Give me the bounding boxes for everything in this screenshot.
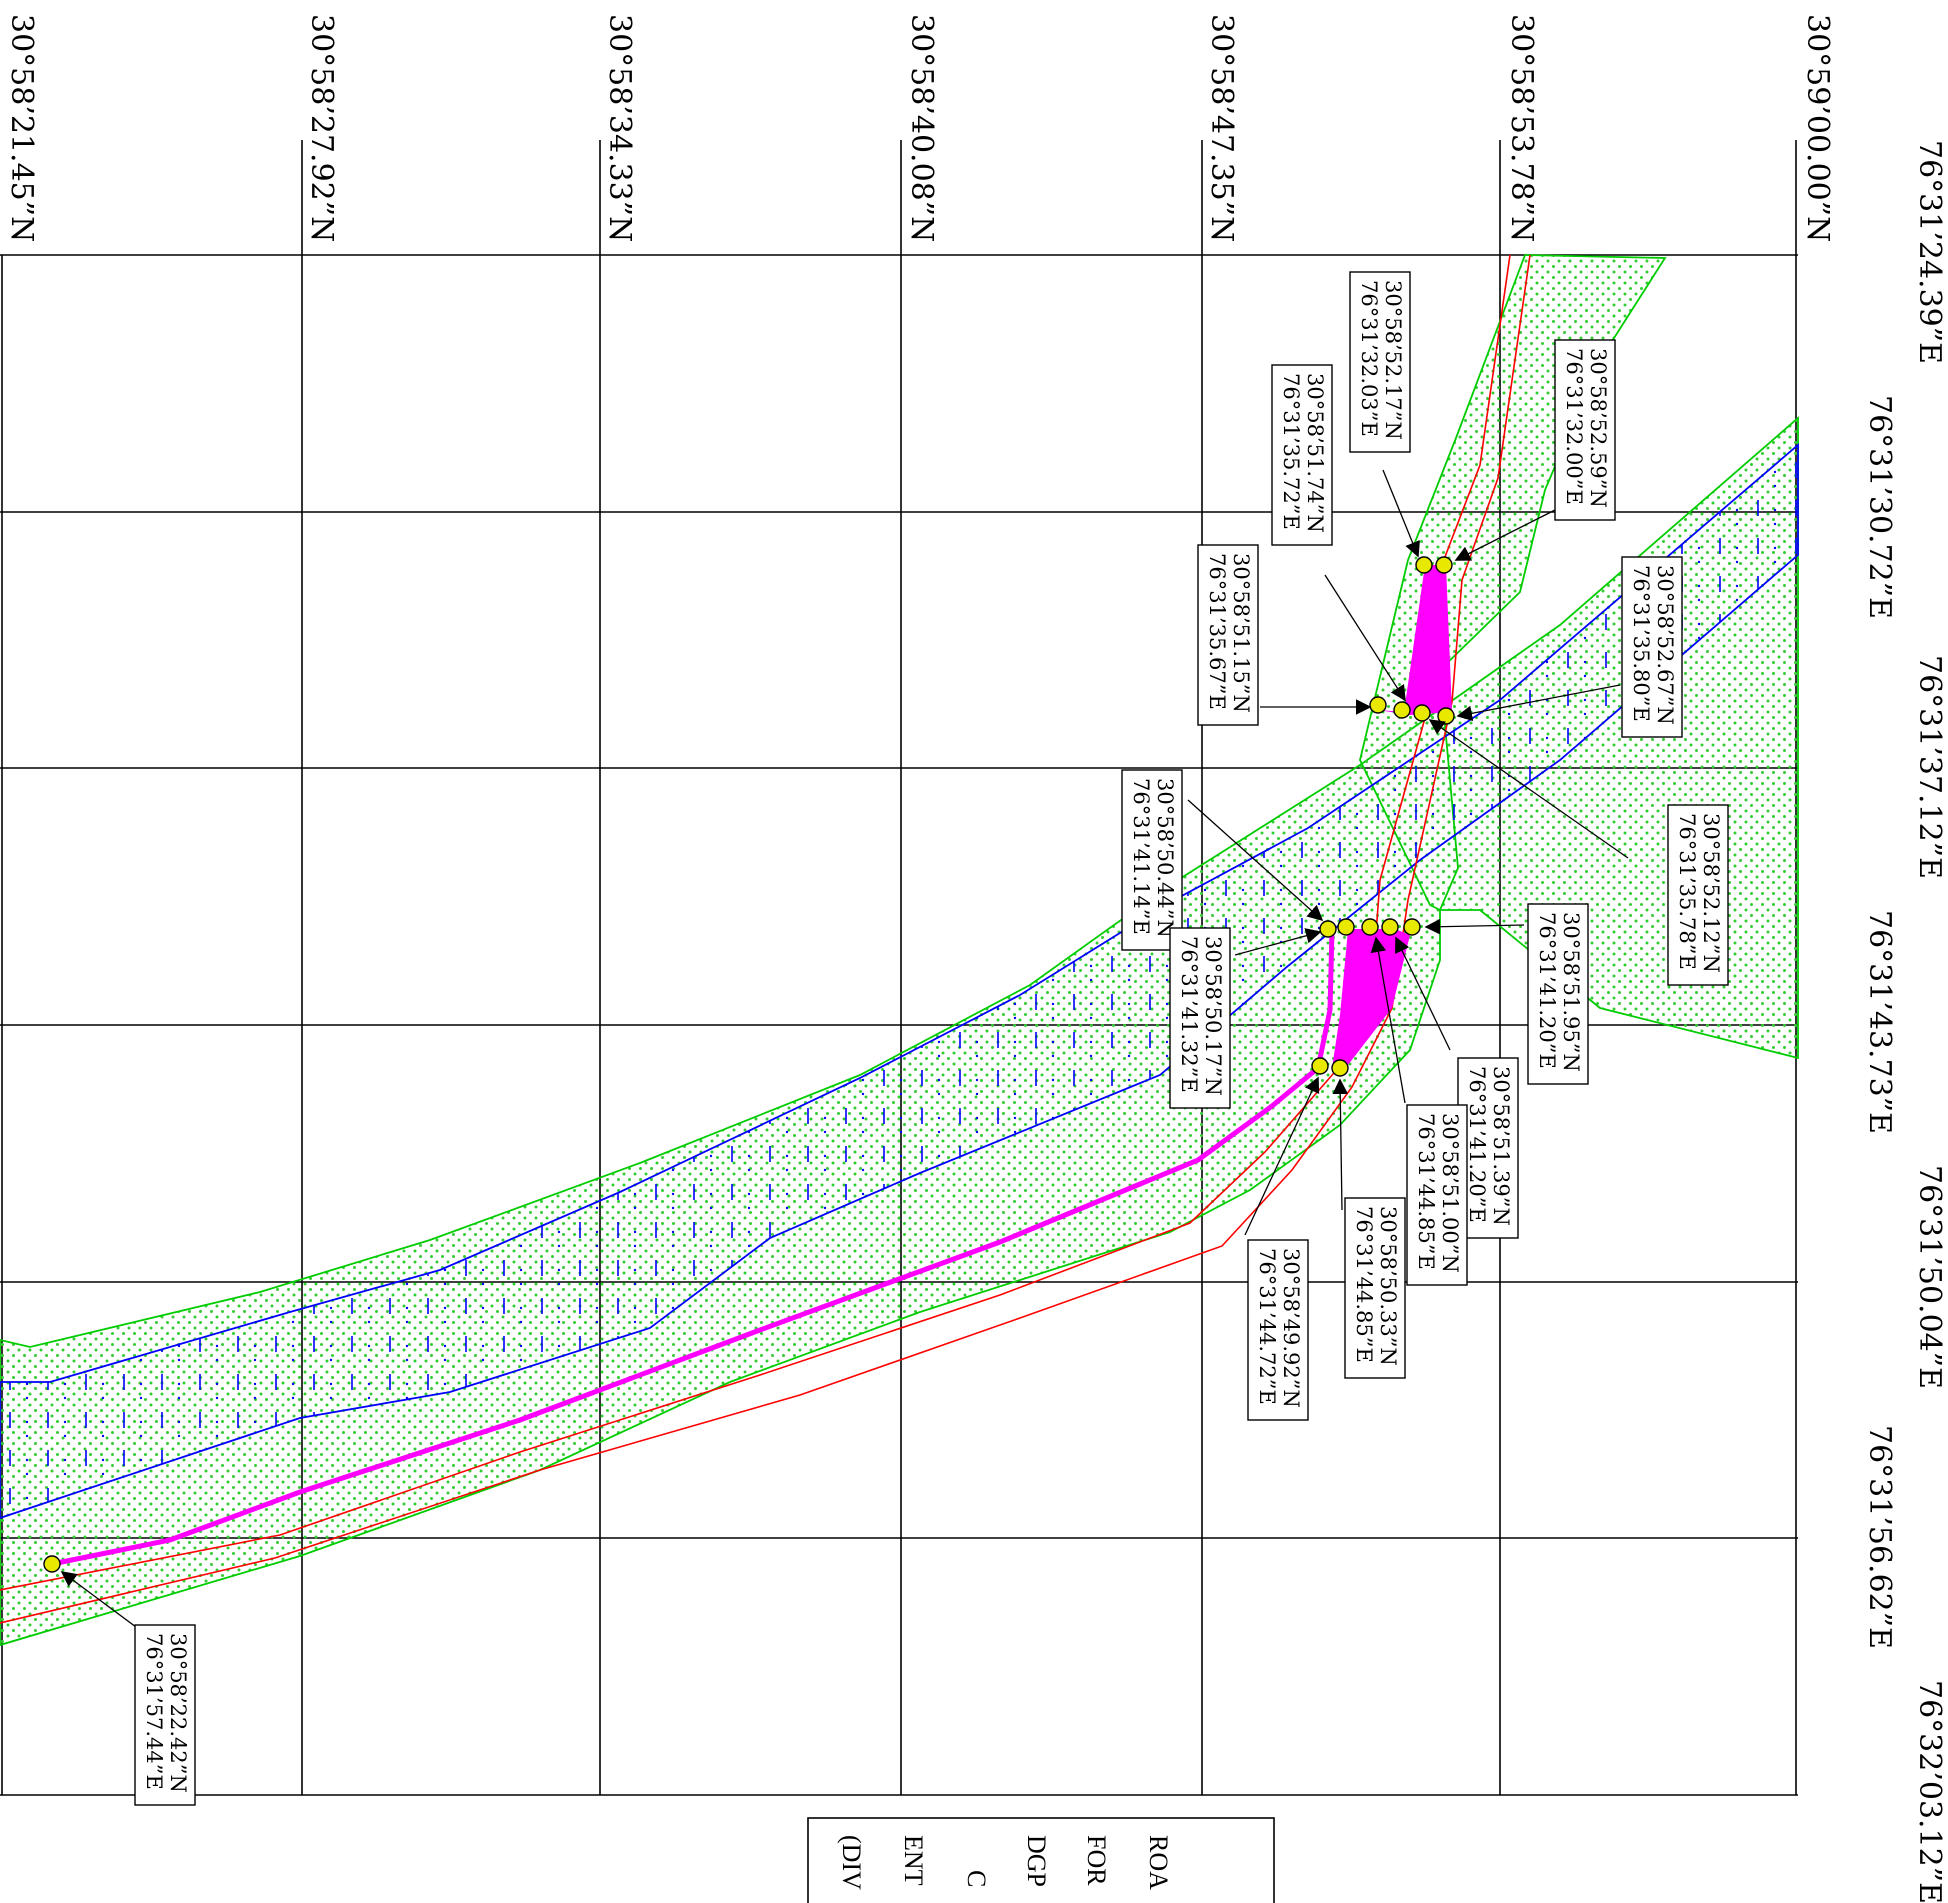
callout-latitude: 30°58’50.44”N — [1153, 778, 1177, 938]
water-channel — [0, 443, 1799, 1519]
title-block-line: ROA — [1144, 1835, 1173, 1890]
control-point[interactable] — [1319, 920, 1337, 938]
grid-latitude-label: 30°59’00.00”N — [1800, 14, 1835, 242]
control-point[interactable] — [1381, 918, 1399, 936]
callout-latitude: 30°58’51.95”N — [1559, 912, 1583, 1072]
callout-longitude: 76°31’35.80”E — [1629, 565, 1653, 722]
title-block-line: DGP — [1022, 1835, 1051, 1887]
coordinate-callout-box — [1554, 339, 1616, 521]
coordinate-callout-box — [1344, 1197, 1406, 1379]
callout-longitude: 76°31’32.00”E — [1562, 348, 1586, 505]
grid-longitude-label: 76°31’30.72”E — [1862, 395, 1897, 619]
callout-longitude: 76°31’41.32”E — [1177, 936, 1201, 1093]
callout-leaders — [60, 469, 1629, 1631]
control-point[interactable] — [1369, 696, 1387, 714]
coordinate-callout-box — [1621, 556, 1683, 738]
title-block — [807, 1817, 1275, 1903]
grid-longitude-label: 76°31’56.62”E — [1862, 1425, 1897, 1649]
callout-longitude: 76°31’57.44”E — [142, 1633, 166, 1790]
control-point[interactable] — [43, 1555, 61, 1573]
coordinate-callout-box — [1169, 927, 1231, 1109]
callout-longitude: 76°31’35.78”E — [1675, 813, 1699, 970]
title-block-line: FOR — [1082, 1835, 1111, 1886]
control-point[interactable] — [1437, 707, 1455, 725]
control-point[interactable] — [1403, 918, 1421, 936]
callout-latitude: 30°58’52.17”N — [1381, 280, 1405, 440]
control-point[interactable] — [1415, 556, 1433, 574]
control-point[interactable] — [1311, 1057, 1329, 1075]
control-point[interactable] — [1435, 556, 1453, 574]
grid-latitude-label: 30°58’27.92”N — [304, 14, 339, 242]
coordinate-callout-box — [1406, 1104, 1468, 1286]
grid-latitude-label: 30°58’47.35”N — [1204, 14, 1239, 242]
coordinate-callout-box — [1349, 271, 1411, 453]
callout-longitude: 76°31’35.67”E — [1205, 553, 1229, 710]
coordinate-callout-box — [1527, 903, 1589, 1085]
grid-latitude-label: 30°58’34.33”N — [602, 14, 637, 242]
callout-longitude: 76°31’44.72”E — [1255, 1248, 1279, 1405]
callout-latitude: 30°58’49.92”N — [1279, 1248, 1303, 1408]
control-points — [43, 556, 1455, 1573]
callout-longitude: 76°31’41.20”E — [1465, 1066, 1489, 1223]
callout-latitude: 30°58’52.12”N — [1699, 813, 1723, 973]
callout-latitude: 30°58’52.67”N — [1653, 565, 1677, 725]
callout-latitude: 30°58’51.74”N — [1303, 373, 1327, 533]
coordinate-callout-box — [1667, 804, 1729, 986]
callout-longitude: 76°31’32.03”E — [1357, 280, 1381, 437]
title-block-line: C — [962, 1870, 991, 1887]
labels-layer: 30°58’21.45”N 30°58’27.92”N 30°58’34.33”N 3… — [4, 14, 1947, 1903]
grid-longitude-label: 76°31’37.12”E — [1912, 655, 1947, 879]
callout-longitude: 76°31’41.14”E — [1129, 778, 1153, 935]
control-point[interactable] — [1393, 701, 1411, 719]
callout-latitude: 30°58’51.39”N — [1489, 1066, 1513, 1226]
callout-longitude: 76°31’44.85”E — [1352, 1206, 1376, 1363]
coordinate-callout-box — [1271, 364, 1333, 546]
title-block-line: ENT — [899, 1835, 928, 1886]
callout-latitude: 30°58’50.17”N — [1201, 936, 1225, 1096]
callout-latitude: 30°58’22.42”N — [166, 1633, 190, 1793]
callout-longitude: 76°31’35.72”E — [1279, 373, 1303, 530]
callout-latitude: 30°58’52.59”N — [1586, 348, 1610, 508]
coordinate-callout-box — [1247, 1239, 1309, 1421]
callout-longitude: 76°31’44.85”E — [1414, 1113, 1438, 1270]
control-point[interactable] — [1337, 918, 1355, 936]
grid-latitude-label: 30°58’40.08”N — [904, 14, 939, 242]
coordinate-callout-box — [1457, 1057, 1519, 1239]
callout-latitude: 30°58’51.00”N — [1438, 1113, 1462, 1273]
grid-longitude-label: 76°31’43.73”E — [1862, 910, 1897, 1134]
grid-latitude-label: 30°58’21.45”N — [4, 14, 39, 242]
control-point[interactable] — [1331, 1059, 1349, 1077]
callout-longitude: 76°31’41.20”E — [1535, 912, 1559, 1069]
title-block-line: (DIV — [837, 1835, 866, 1890]
coordinate-callout-box — [1121, 769, 1183, 951]
grid-longitude-label: 76°31’50.04”E — [1912, 1165, 1947, 1389]
grid-longitude-label: 76°31’24.39”E — [1912, 140, 1947, 364]
grid-longitude-label: 76°32’03.12”E — [1912, 1680, 1947, 1903]
control-point[interactable] — [1361, 918, 1379, 936]
callout-latitude: 30°58’51.15”N — [1229, 553, 1253, 713]
access-paths — [51, 565, 1452, 1567]
callout-latitude: 30°58’50.33”N — [1376, 1206, 1400, 1366]
coordinate-callout-box — [1197, 544, 1259, 726]
control-point[interactable] — [1413, 704, 1431, 722]
grid-latitude-label: 30°58’53.78”N — [1504, 14, 1539, 242]
coordinate-callout-box — [134, 1624, 196, 1806]
